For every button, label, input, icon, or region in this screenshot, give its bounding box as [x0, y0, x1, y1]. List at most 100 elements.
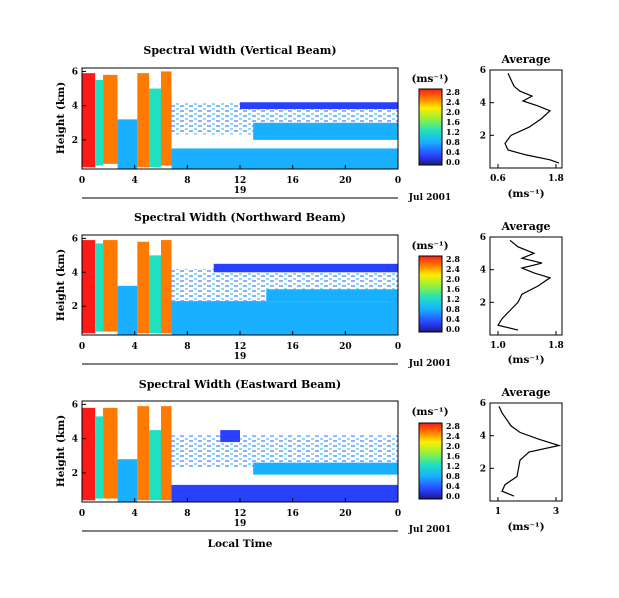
heatmap-cell: [149, 430, 161, 501]
heatmap-cell: [266, 289, 398, 302]
profile-y-tick-label: 6: [480, 66, 486, 76]
y-tick-label: 2: [72, 302, 78, 312]
profile-xlabel: (ms⁻¹): [507, 521, 544, 533]
heatmap-cell: [213, 263, 398, 273]
colorbar-tick-label: 2.8: [446, 254, 460, 264]
x-tick-label: 8: [184, 176, 190, 186]
x-tick-label: 12: [234, 509, 247, 519]
heatmap-cell: [220, 430, 240, 443]
heatmap-cell: [171, 301, 398, 335]
heatmap-scatter: [171, 435, 398, 468]
colorbar-tick-label: 1.6: [446, 451, 460, 461]
colorbar-tick-label: 0.4: [446, 314, 460, 324]
colorbar-label: (ms⁻¹): [411, 406, 448, 418]
y-tick-label: 4: [72, 102, 78, 112]
y-axis-label: Height (km): [55, 249, 67, 321]
heatmap-cell: [137, 406, 150, 501]
x-tick-label: 8: [184, 342, 190, 352]
heatmap-cell: [95, 79, 104, 166]
x-ticks: 0 4 8 12 16 20 0: [79, 498, 401, 519]
x-tick-label: 20: [339, 342, 352, 352]
heatmap-cell: [161, 240, 172, 334]
heatmap-cell: [161, 71, 172, 166]
colorbar-tick-label: 1.2: [446, 461, 460, 471]
heatmap-cell: [240, 102, 398, 110]
colorbar-tick-label: 0.4: [446, 481, 460, 491]
colorbar-tick-label: 2.0: [446, 274, 460, 284]
x-tick-label: 16: [286, 509, 299, 519]
heatmap-cell: [171, 484, 398, 502]
heatmap-cell: [171, 148, 398, 169]
heatmap-cell: [82, 240, 96, 334]
x-tick-label: 0: [79, 509, 85, 519]
y-ticks: 2 4 6: [72, 67, 86, 146]
day-label: 19: [234, 352, 247, 362]
x-tick-label: 4: [132, 509, 138, 519]
y-axis-label: Height (km): [55, 415, 67, 487]
x-tick-label: 16: [286, 176, 299, 186]
day-label: 19: [234, 186, 247, 196]
heatmap-cell: [82, 407, 96, 501]
profile-xlabel: (ms⁻¹): [507, 354, 544, 366]
heatmap-cell: [103, 407, 118, 499]
colorbar-tick-label: 0.0: [446, 324, 460, 334]
date-label: Jul 2001: [408, 193, 451, 203]
x-tick-label: 0: [395, 342, 401, 352]
profile-xlabel: (ms⁻¹): [507, 188, 544, 200]
colorbar-tick-label: 0.0: [446, 157, 460, 167]
colorbar-tick-label: 1.6: [446, 117, 460, 127]
colorbar-tick-label: 2.0: [446, 441, 460, 451]
x-ticks: 0 4 8 12 16 20 0: [79, 165, 401, 186]
profile-frame: [489, 69, 563, 169]
profile-line: [504, 73, 560, 164]
y-tick-label: 4: [72, 268, 78, 278]
x-tick-label: 4: [132, 176, 138, 186]
colorbar-tick-label: 1.2: [446, 127, 460, 137]
x-tick-label: 20: [339, 176, 352, 186]
heatmap-cell: [253, 462, 398, 475]
heatmap-cell: [149, 255, 161, 334]
profile-line: [498, 406, 562, 497]
profile-title: Average: [500, 53, 550, 66]
panel-northward-beam: Spectral Width (Northward Beam) Height (…: [55, 211, 564, 369]
profile-y-tick-label: 6: [480, 399, 486, 409]
panel-vertical-beam: Spectral Width (Vertical Beam) Height (k…: [55, 44, 564, 203]
profile-line: [497, 239, 552, 331]
colorbar-tick-label: 0.4: [446, 147, 460, 157]
x-tick-label: 12: [234, 342, 247, 352]
heatmap-cell: [137, 241, 150, 334]
panel-title: Spectral Width (Vertical Beam): [143, 44, 336, 57]
profile-x-tick-label: 1: [495, 507, 501, 517]
panel-title: Spectral Width (Eastward Beam): [139, 378, 341, 391]
colorbar-label: (ms⁻¹): [411, 73, 448, 85]
colorbar: [418, 255, 443, 333]
colorbar: [418, 422, 443, 500]
colorbar-tick-label: 2.8: [446, 421, 460, 431]
x-ticks: 0 4 8 12 16 20 0: [79, 331, 401, 352]
profile-y-tick-label: 2: [480, 131, 486, 141]
heatmap-cell: [117, 459, 138, 502]
profile-x-tick-label: 1.0: [490, 341, 506, 351]
x-tick-label: 0: [395, 176, 401, 186]
y-tick-label: 6: [72, 234, 78, 244]
y-axis-label: Height (km): [55, 82, 67, 154]
heatmap-cell: [137, 73, 150, 168]
colorbar-tick-label: 1.6: [446, 284, 460, 294]
profile-title: Average: [500, 386, 550, 399]
profile-frame: [489, 236, 563, 336]
profile-y-tick-label: 2: [480, 464, 486, 474]
x-tick-label: 12: [234, 176, 247, 186]
colorbar-tick-label: 2.4: [446, 431, 460, 441]
heatmap-plot: [82, 71, 398, 169]
day-label: 19: [234, 519, 247, 529]
x-tick-label: 20: [339, 509, 352, 519]
colorbar-tick-label: 2.0: [446, 107, 460, 117]
x-tick-label: 8: [184, 509, 190, 519]
profile-x-tick-label: 1.8: [548, 341, 564, 351]
colorbar-label: (ms⁻¹): [411, 240, 448, 252]
y-tick-label: 2: [72, 469, 78, 479]
profile-x-tick-label: 0.6: [490, 174, 506, 184]
heatmap-cell: [95, 243, 104, 332]
panel-eastward-beam: Spectral Width (Eastward Beam) Height (k…: [55, 378, 563, 550]
